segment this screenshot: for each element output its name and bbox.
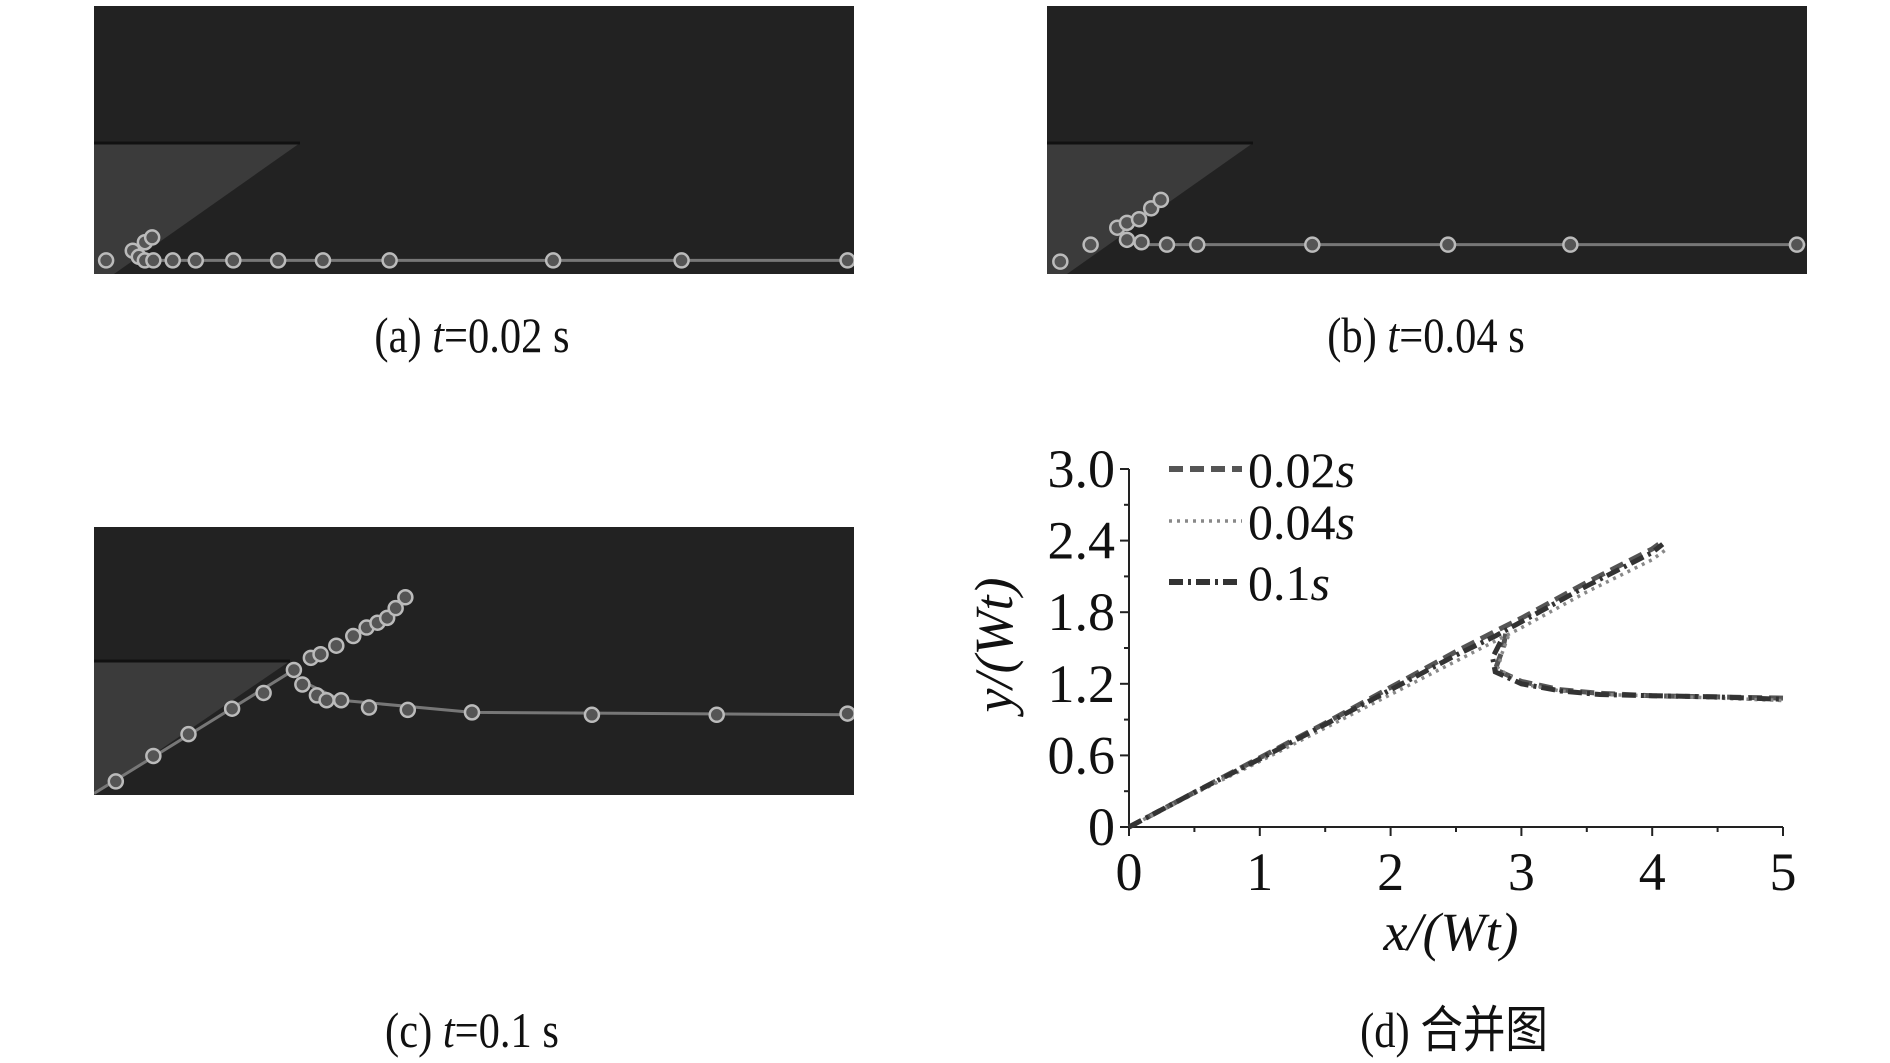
particle [145,747,162,765]
caption-d: (d) 合并图 [1360,1002,1548,1058]
caption-b: (b) t=0.04 s [1327,310,1525,360]
particle [1158,236,1176,253]
simulation-image-c [94,589,854,795]
particle [314,252,332,269]
particle [1130,210,1148,228]
x-tick-label: 1 [1246,842,1273,902]
particle [463,704,481,721]
caption-value: =0.02 s [444,307,570,363]
particle [360,699,378,716]
particle [143,229,161,246]
simulation-image-a [94,141,854,274]
simulation-panel-c [94,527,854,795]
particle [180,725,197,743]
particle [1439,236,1457,253]
particle [328,637,345,654]
series-line-0.1s [1127,542,1665,830]
x-tick-label: 5 [1770,842,1797,902]
particle [1152,191,1170,209]
series-line-0.02s [1492,633,1784,701]
legend-number: 0.1 [1248,555,1311,611]
particle [107,773,125,790]
x-tick-label: 0 [1116,842,1143,902]
x-tick-label: 3 [1508,842,1535,902]
caption-a: (a) t=0.02 s [374,310,569,360]
particle [1562,236,1579,253]
particle [1082,236,1099,253]
y-tick-label: 1.2 [1048,654,1116,714]
particle [312,645,329,663]
series-line-0.1s [1490,640,1784,702]
particle [583,706,601,724]
y-tick-label: 1.8 [1048,582,1116,642]
particle [399,701,417,719]
y-axis-label: y/(Wt) [964,578,1024,718]
particle [318,691,335,709]
particle [269,252,287,269]
particle [332,691,350,709]
caption-var: t [442,1002,455,1058]
simulation-image-b [1047,141,1806,274]
jet-line [295,677,854,717]
particle [839,705,854,722]
legend-unit: s [1336,442,1355,498]
particle [1304,236,1321,253]
particle [255,684,272,702]
particle [97,252,115,269]
caption-var: t [432,307,445,363]
particle [1188,236,1206,253]
legend-number: 0.04 [1248,494,1336,550]
particle [673,252,690,269]
y-tick-label: 3.0 [1048,440,1116,499]
particle [285,661,303,679]
particle [1052,253,1069,270]
particle [164,252,181,269]
merged-chart: 0 1 2 3 4 500.61.21.82.43.0x/(Wt)y/(Wt)0.02s0… [964,440,1797,962]
caption-label: (b) [1327,307,1388,363]
x-tick-label: 2 [1377,842,1404,902]
particle [397,589,414,606]
legend-label: 0.04s [1248,494,1355,550]
y-tick-label: 2.4 [1048,511,1116,571]
legend-label: 0.02s [1248,442,1355,498]
x-axis-label: x/(Wt) [1383,902,1519,962]
series-line-0.04s [1128,548,1667,829]
particle [387,599,404,617]
caption-value: =0.04 s [1399,307,1525,363]
caption-label: (c) [385,1002,443,1058]
particle [145,252,162,269]
particle [839,252,854,269]
series-line-0.04s [1495,635,1784,703]
x-tick-label: 4 [1639,842,1666,902]
caption-c: (c) t=0.1 s [385,1005,559,1055]
particle [1133,233,1150,251]
legend-unit: s [1311,555,1330,611]
legend-unit: s [1336,494,1355,550]
legend-number: 0.02 [1248,442,1336,498]
simulation-panel-a [94,6,854,274]
particle [708,706,725,724]
particle [223,700,241,717]
simulation-panel-b [1047,6,1807,274]
particle [1788,236,1806,253]
caption-label: (a) [374,307,433,363]
legend-label: 0.1s [1248,555,1330,611]
caption-value: =0.1 s [454,1002,559,1058]
particle [381,252,398,269]
particle [225,252,242,269]
particle [1118,231,1136,249]
particle [544,252,562,269]
particle [187,252,205,269]
y-tick-label: 0 [1088,797,1115,857]
particle [294,676,311,693]
particle [345,627,362,645]
caption-var: t [1387,307,1400,363]
y-tick-label: 0.6 [1048,725,1116,785]
